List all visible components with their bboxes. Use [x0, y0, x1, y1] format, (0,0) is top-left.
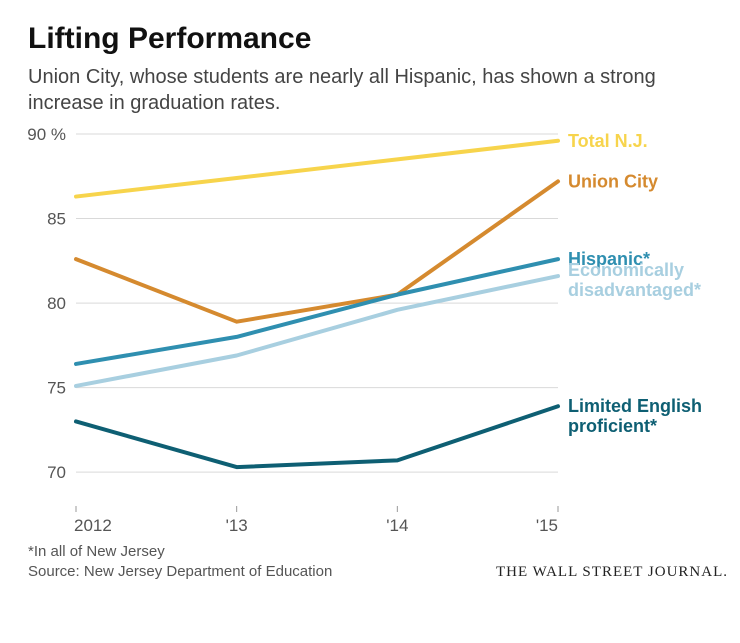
- y-axis-label: 70: [47, 463, 66, 482]
- line-chart: 70 75 80 85 90 % 2012 '13 '14 '15 Total N.J. Union…: [28, 126, 728, 536]
- series-label: Economicallydisadvantaged*: [568, 260, 701, 300]
- footnote-asterisk: *In all of New Jersey: [28, 542, 720, 562]
- x-axis-label: '14: [386, 516, 408, 535]
- series-line: [76, 259, 558, 364]
- series-label: Total N.J.: [568, 131, 648, 151]
- page-subtitle: Union City, whose students are nearly al…: [28, 64, 708, 116]
- series-line: [76, 276, 558, 386]
- y-axis-label: 85: [47, 210, 66, 229]
- publisher-credit: THE WALL STREET JOURNAL.: [496, 562, 728, 582]
- x-axis-label: '15: [536, 516, 558, 535]
- x-axis-label: 2012: [74, 516, 112, 535]
- chart-area: 70 75 80 85 90 % 2012 '13 '14 '15 Total N.J. Union…: [28, 126, 720, 536]
- series-label: Union City: [568, 171, 658, 191]
- series-line: [76, 141, 558, 197]
- footnote-block: *In all of New Jersey Source: New Jersey…: [28, 542, 720, 583]
- series-label: Limited Englishproficient*: [568, 396, 702, 436]
- y-axis-label: 80: [47, 294, 66, 313]
- series-line: [76, 406, 558, 467]
- x-axis-label: '13: [226, 516, 248, 535]
- figure-root: Lifting Performance Union City, whose st…: [0, 0, 740, 643]
- source-line: Source: New Jersey Department of Educati…: [28, 562, 332, 582]
- y-axis-label: 75: [47, 379, 66, 398]
- y-axis-unit-label: 90 %: [28, 126, 66, 144]
- series-line: [76, 181, 558, 321]
- page-title: Lifting Performance: [28, 22, 720, 56]
